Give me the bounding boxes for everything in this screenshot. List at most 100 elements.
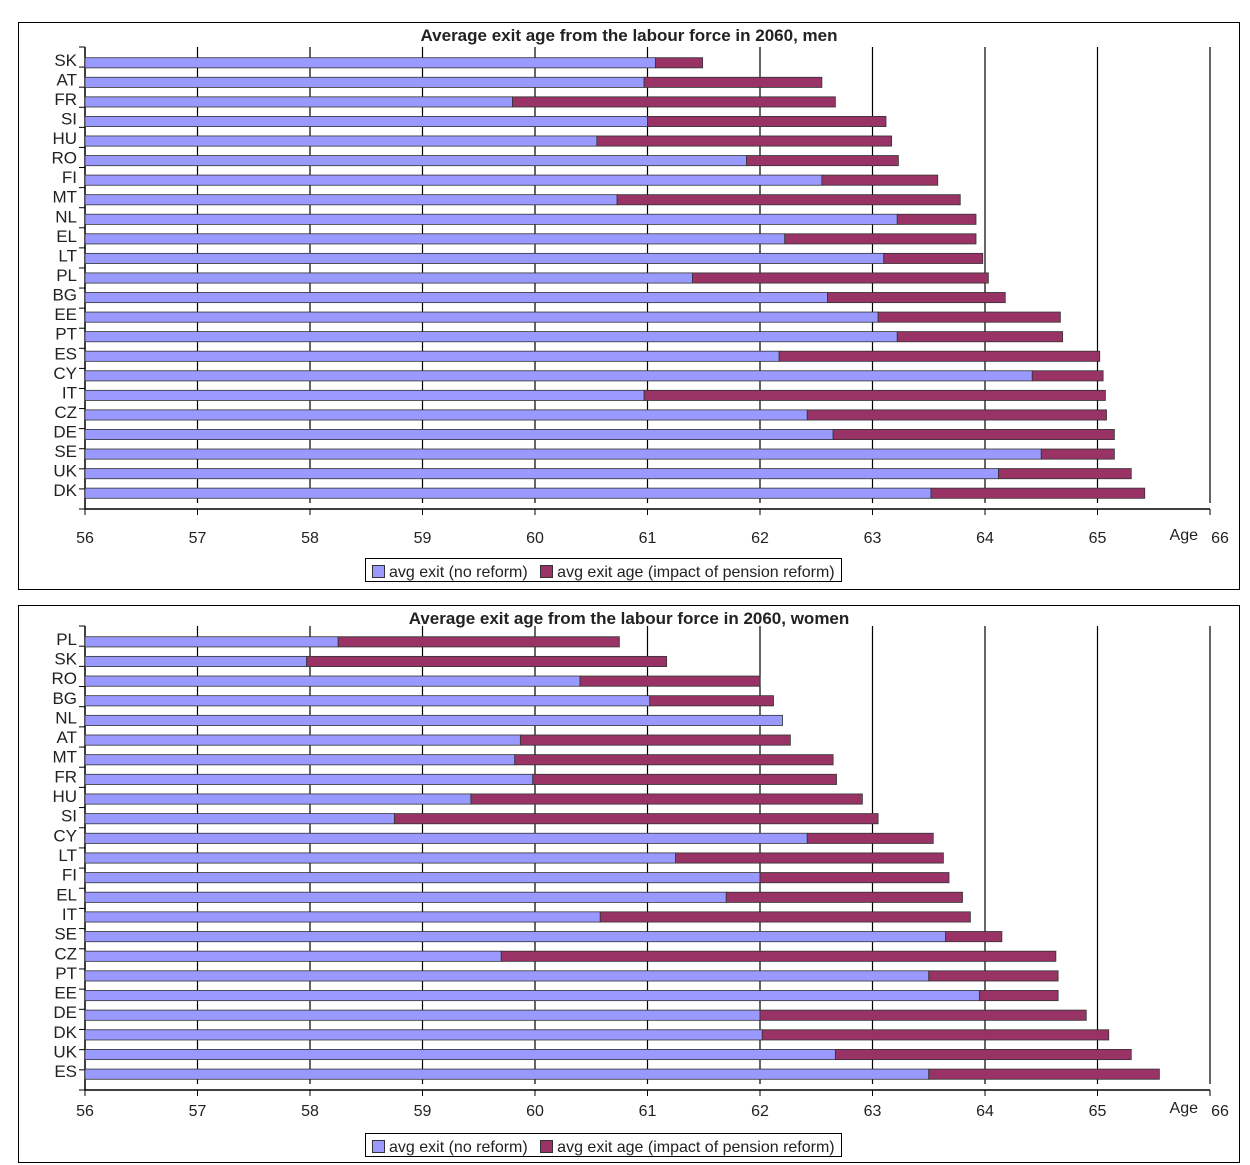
legend-men: avg exit (no reform) avg exit age (impac… (365, 558, 842, 582)
category-label-women-ee: EE (54, 984, 77, 1003)
legend-item-base-men: avg exit (no reform) (372, 564, 528, 581)
x-tick-label-men-58: 58 (301, 530, 319, 547)
bar-base-women-nl (84, 714, 783, 726)
category-label-women-nl: NL (55, 708, 77, 727)
bar-base-men-ee (84, 311, 879, 323)
bar-reform-men-es (778, 350, 1101, 362)
bar-reform-men-nl (896, 213, 977, 225)
category-label-women-at: AT (57, 728, 77, 747)
bar-base-men-hu (84, 135, 598, 147)
category-label-women-es: ES (54, 1062, 77, 1081)
category-label-men-uk: UK (53, 462, 77, 481)
category-label-men-es: ES (54, 344, 77, 363)
category-label-women-ro: RO (52, 669, 78, 688)
legend-swatch-base-women (372, 1140, 385, 1154)
bar-reform-women-de (759, 1009, 1087, 1021)
bar-reform-men-lt (883, 252, 984, 264)
bar-base-women-el (84, 891, 727, 903)
category-label-men-hu: HU (52, 129, 77, 148)
category-label-men-dk: DK (53, 481, 77, 500)
category-label-men-pt: PT (55, 325, 77, 344)
category-label-men-se: SE (54, 442, 77, 461)
category-label-women-pl: PL (56, 630, 77, 649)
chart-title-men: Average exit age from the labour force i… (420, 26, 838, 45)
category-label-men-mt: MT (52, 188, 77, 207)
bar-reform-men-mt (616, 194, 961, 206)
legend-swatch-base-men (372, 565, 385, 579)
bar-reform-women-se (945, 931, 1003, 943)
bar-reform-women-mt (514, 754, 834, 766)
x-tick-label-men-60: 60 (526, 530, 544, 547)
category-label-women-it: IT (62, 905, 77, 924)
bar-reform-women-hu (470, 793, 863, 805)
legend-swatch-reform-women (540, 1140, 554, 1154)
bar-reform-women-si (393, 813, 879, 825)
bar-base-women-ro (84, 675, 581, 687)
category-label-men-nl: NL (55, 207, 77, 226)
bar-base-men-se (84, 448, 1042, 460)
bar-reform-men-hu (596, 135, 893, 147)
category-label-women-pt: PT (55, 964, 77, 983)
x-axis-label-men: Age (1170, 527, 1199, 544)
bar-base-women-pl (84, 636, 339, 648)
bar-reform-men-dk (930, 487, 1146, 499)
bar-base-men-uk (84, 468, 999, 480)
bar-base-men-pl (84, 272, 693, 284)
bar-base-women-pt (84, 970, 930, 982)
chart-panel-men: Average exit age from the labour force i… (18, 22, 1240, 590)
legend-item-base-women: avg exit (no reform) (372, 1139, 528, 1156)
bar-base-women-fi (84, 872, 761, 884)
bar-reform-women-fr (532, 773, 837, 785)
bar-base-men-sk (84, 57, 656, 69)
legend-label-base-women: avg exit (no reform) (389, 1139, 528, 1156)
category-label-women-el: EL (56, 885, 77, 904)
x-tick-label-men-59: 59 (414, 530, 432, 547)
category-label-women-mt: MT (52, 748, 77, 767)
bar-base-men-si (84, 115, 648, 127)
bar-base-men-at (84, 76, 645, 88)
bar-reform-women-cy (806, 832, 934, 844)
bar-reform-men-de (832, 429, 1115, 441)
category-label-men-it: IT (62, 383, 77, 402)
bar-base-men-lt (84, 252, 885, 264)
legend-label-reform-men: avg exit age (impact of pension reform) (557, 564, 835, 581)
bar-reform-women-it (599, 911, 971, 923)
x-tick-label-women-64: 64 (976, 1103, 994, 1120)
bar-base-men-pt (84, 331, 898, 343)
bar-reform-men-ee (877, 311, 1061, 323)
plot-area-men: SKATFRSIHUROFIMTNLELLTPLBGEEPTESCYITCZDE… (52, 46, 1229, 547)
bar-base-women-sk (84, 655, 308, 667)
x-tick-label-women-66: 66 (1211, 1103, 1229, 1120)
x-tick-label-men-63: 63 (864, 530, 882, 547)
x-tick-label-women-62: 62 (751, 1103, 769, 1120)
x-tick-label-women-59: 59 (414, 1103, 432, 1120)
category-label-men-fi: FI (62, 168, 77, 187)
category-label-men-ee: EE (54, 305, 77, 324)
bar-reform-women-el (725, 891, 963, 903)
bar-reform-women-at (519, 734, 791, 746)
bar-reform-men-pl (692, 272, 989, 284)
bar-reform-men-si (647, 115, 887, 127)
category-label-men-at: AT (57, 70, 77, 89)
x-tick-label-women-58: 58 (301, 1103, 319, 1120)
category-label-men-pl: PL (56, 266, 77, 285)
category-label-men-si: SI (61, 109, 77, 128)
bar-reform-women-ee (978, 990, 1059, 1002)
bar-base-women-bg (84, 695, 651, 707)
x-tick-label-women-61: 61 (639, 1103, 657, 1120)
bar-reform-men-se (1040, 448, 1115, 460)
category-label-men-fr: FR (54, 90, 77, 109)
legend-swatch-reform-men (540, 565, 554, 579)
category-label-men-el: EL (56, 227, 77, 246)
bar-reform-women-lt (675, 852, 944, 864)
bar-reform-women-sk (306, 655, 668, 667)
bar-base-men-cy (84, 370, 1033, 382)
x-tick-label-men-64: 64 (976, 530, 994, 547)
legend-label-base-men: avg exit (no reform) (389, 564, 528, 581)
bar-reform-women-pt (928, 970, 1059, 982)
bar-reform-men-at (643, 76, 823, 88)
bar-base-women-se (84, 931, 947, 943)
bar-base-women-de (84, 1009, 761, 1021)
bar-reform-men-cy (1031, 370, 1104, 382)
bar-base-men-ro (84, 155, 747, 167)
